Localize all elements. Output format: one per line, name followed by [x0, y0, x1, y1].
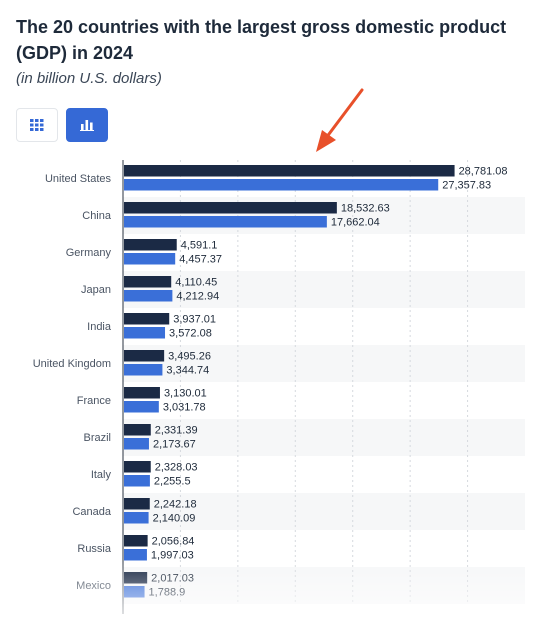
category-label: Brazil [83, 432, 111, 444]
bar-chart-icon [80, 120, 94, 131]
bar[interactable] [124, 498, 150, 510]
table-view-button[interactable] [16, 108, 58, 142]
row-band [123, 345, 525, 382]
bar[interactable] [124, 572, 148, 584]
value-label: 2,056.84 [152, 536, 195, 548]
bar[interactable] [124, 512, 149, 524]
value-label: 27,357.83 [442, 180, 491, 192]
grid-icon [30, 119, 44, 131]
bar[interactable] [124, 364, 163, 376]
category-label: Japan [81, 284, 111, 296]
category-label: Germany [66, 247, 112, 259]
value-label: 4,110.45 [175, 277, 217, 289]
row-band [123, 271, 525, 308]
category-label: France [77, 395, 111, 407]
value-label: 4,457.37 [179, 254, 222, 266]
bar[interactable] [124, 313, 170, 325]
bar[interactable] [124, 387, 160, 399]
bar[interactable] [124, 276, 172, 288]
arrow-icon [316, 88, 364, 152]
value-label: 3,572.08 [169, 328, 212, 340]
bar[interactable] [124, 253, 176, 265]
value-label: 2,017.03 [151, 573, 194, 585]
bar[interactable] [124, 535, 148, 547]
value-label: 1,997.03 [151, 550, 194, 562]
value-label: 4,212.94 [176, 291, 219, 303]
chart-subtitle: (in billion U.S. dollars) [16, 70, 162, 87]
bar[interactable] [124, 549, 147, 561]
bar[interactable] [124, 438, 149, 450]
category-label: Canada [72, 506, 111, 518]
value-label: 2,331.39 [155, 425, 198, 437]
value-label: 1,788.9 [149, 587, 186, 599]
value-label: 28,781.08 [459, 166, 508, 178]
value-label: 2,255.5 [154, 476, 191, 488]
bar[interactable] [124, 216, 327, 228]
value-label: 2,328.03 [155, 462, 198, 474]
value-label: 3,031.78 [163, 402, 206, 414]
bar[interactable] [124, 290, 173, 302]
category-label: United States [45, 173, 112, 185]
category-label: India [87, 321, 112, 333]
bar-chart: United States 28,781.08 27,357.83 China 18,5… [33, 160, 525, 614]
value-label: 2,242.18 [154, 499, 197, 511]
bar[interactable] [124, 461, 151, 473]
category-label: Mexico [76, 580, 111, 592]
value-label: 2,140.09 [153, 513, 196, 525]
category-label: Russia [77, 543, 112, 555]
bar[interactable] [124, 475, 150, 487]
category-label: China [82, 210, 112, 222]
category-label: Italy [91, 469, 112, 481]
bar[interactable] [124, 239, 177, 251]
value-label: 18,532.63 [341, 203, 390, 215]
value-label: 4,591.1 [181, 240, 218, 252]
bar[interactable] [124, 179, 439, 191]
value-label: 3,130.01 [164, 388, 207, 400]
value-label: 3,344.74 [166, 365, 209, 377]
bar[interactable] [124, 350, 165, 362]
value-label: 3,937.01 [173, 314, 216, 326]
value-label: 2,173.67 [153, 439, 196, 451]
view-toggle [16, 108, 108, 142]
bar[interactable] [124, 202, 337, 214]
row-band [123, 493, 525, 530]
chart-view-button[interactable] [66, 108, 108, 142]
value-label: 17,662.04 [331, 217, 380, 229]
row-band [123, 419, 525, 456]
value-label: 3,495.26 [168, 351, 211, 363]
category-label: United Kingdom [33, 358, 111, 370]
chart-title: The 20 countries with the largest gross … [16, 17, 507, 63]
bar[interactable] [124, 424, 151, 436]
bar[interactable] [124, 327, 166, 339]
bar[interactable] [124, 401, 159, 413]
bar[interactable] [124, 586, 145, 598]
bar[interactable] [124, 165, 455, 177]
